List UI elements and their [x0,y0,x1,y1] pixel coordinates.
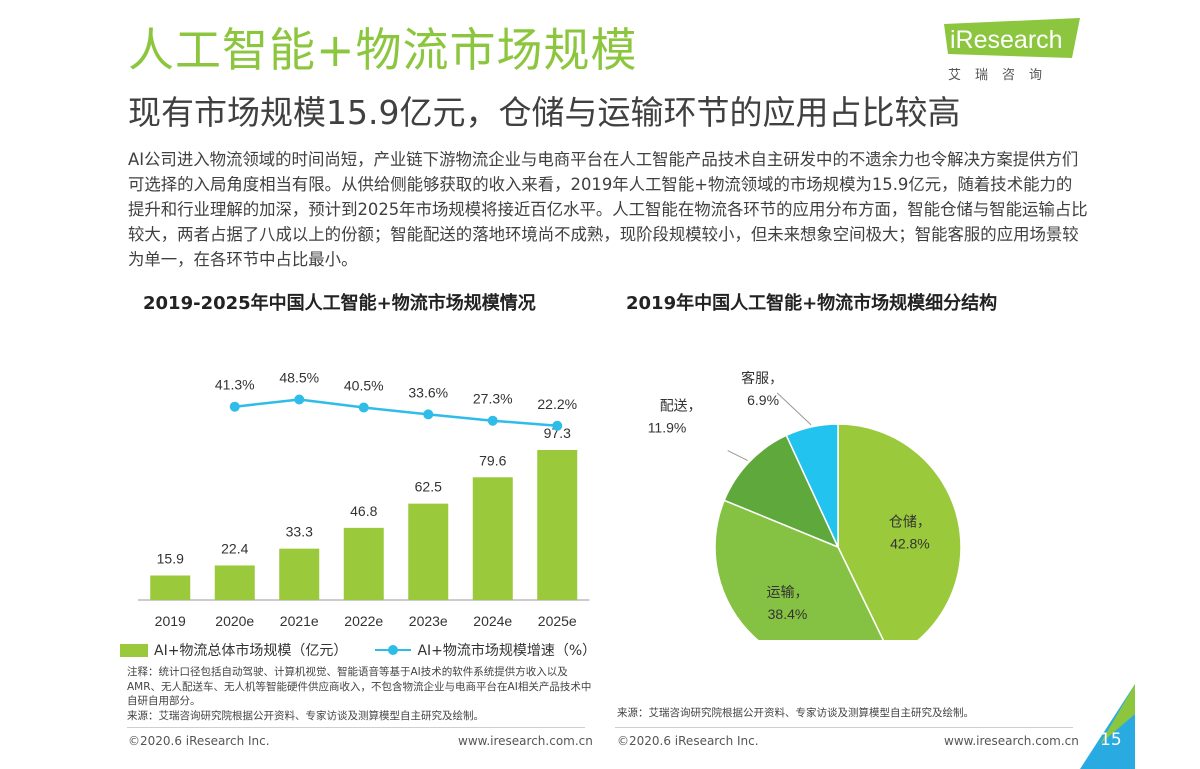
pie-leader-配送 [727,450,748,462]
website-link-right[interactable]: www.iresearch.com.cn [944,734,1079,748]
legend-bar-label: AI+物流总体市场规模（亿元） [154,643,348,659]
market-size-combo-chart: 15.9 2019 22.4 2020e 33.3 2021e 46.8 2022e 62.5 2… [138,370,590,629]
bar-2024e [472,477,513,600]
bar-2020e [214,565,255,600]
footer-divider-left [127,727,585,728]
pie-leader-客服 [776,392,812,426]
copyright-left: ©2020.6 iResearch Inc. [128,734,270,748]
pie-label-客服: 客服， [741,370,783,386]
bar-label-2024e: 79.6 [479,452,506,468]
pie-slice-仓储 [837,423,962,640]
logo-subtext: 艾瑞咨询 [948,68,1057,83]
bar-chart-legend: AI+物流总体市场规模（亿元） AI+物流市场规模增速（%） [120,640,596,660]
growth-point-2024e [487,415,498,426]
growth-label-2023e: 33.6% [408,384,448,400]
source-text-left: 来源：艾瑞咨询研究院根据公开资料、专家访谈及测算模型自主研究及绘制。 [127,709,484,722]
growth-rate-line [234,398,558,428]
legend-line-label: AI+物流市场规模增速（%） [417,643,597,659]
x-tick-2024e: 2024e [473,613,512,629]
iresearch-logo: iResearch 艾瑞咨询 [944,14,1080,83]
page-corner-decoration [1080,684,1135,769]
growth-point-2022e [358,402,369,413]
segment-pie-chart: 仓储， 42.8% 运输， 38.4% 配送， 11.9% 客服， 6.9% [648,370,962,640]
copyright-right: ©2020.6 iResearch Inc. [617,734,759,748]
legend-line-dot [388,645,399,655]
pie-chart-title: 2019年中国人工智能+物流市场规模细分结构 [626,293,998,314]
growth-point-2021e [294,394,305,405]
note-text: 注释：统计口径包括自动驾驶、计算机视觉、智能语音等基于AI技术的软件系统提供方收… [127,666,592,707]
x-tick-2022e: 2022e [344,613,383,629]
pie-slice-运输 [714,499,885,640]
website-link-left[interactable]: www.iresearch.com.cn [458,734,593,748]
growth-point-2023e [423,409,434,420]
pie-slice-配送 [723,434,840,549]
growth-point-2020e [229,401,240,412]
bar-label-2025e: 97.3 [544,425,571,441]
page-title: 人工智能+物流市场规模 [128,23,638,77]
bar-2025e [537,450,578,600]
pie-slice-客服 [785,423,839,548]
growth-label-2024e: 27.3% [473,391,513,407]
growth-label-2022e: 40.5% [344,378,384,394]
x-tick-2025e: 2025e [538,613,577,629]
bar-2021e [279,548,320,600]
pie-value-客服: 6.9% [747,392,779,408]
x-tick-2021e: 2021e [280,613,319,629]
growth-label-2021e: 48.5% [279,370,319,386]
bar-label-2020e: 22.4 [221,540,248,556]
pie-label-仓储: 仓储， [889,513,931,529]
pie-label-配送: 配送， [660,398,702,414]
growth-label-2020e: 41.3% [215,377,255,393]
page-subtitle: 现有市场规模15.9亿元，仓储与运输环节的应用占比较高 [128,93,961,132]
x-tick-2019: 2019 [155,613,186,629]
source-text-right: 来源：艾瑞咨询研究院根据公开资料、专家访谈及测算模型自主研究及绘制。 [617,707,974,719]
bar-label-2022e: 46.8 [350,503,377,519]
pie-value-仓储: 42.8% [890,535,930,551]
growth-point-2025e [552,420,563,431]
growth-label-2025e: 22.2% [537,396,577,412]
pie-value-运输: 38.4% [768,606,808,622]
page-number: 15 [1100,730,1122,750]
bar-2023e [408,503,449,600]
legend-line-swatch [375,643,412,657]
bar-chart-title: 2019-2025年中国人工智能+物流市场规模情况 [143,293,536,314]
bar-2022e [343,527,384,600]
pie-value-配送: 11.9% [648,420,687,436]
bar-2019 [150,575,191,600]
pie-label-运输: 运输， [766,584,808,600]
intro-paragraph: AI公司进入物流领域的时间尚短，产业链下游物流企业与电商平台在人工智能产品技术自… [128,150,1088,269]
legend-bar-swatch [120,643,148,657]
logo-banner-shape [944,18,1080,58]
chart-notes: 注释：统计口径包括自动驾驶、计算机视觉、智能语音等基于AI技术的软件系统提供方收… [127,665,597,723]
x-tick-2023e: 2023e [409,613,448,629]
footer-divider-right [615,727,1073,728]
bar-label-2023e: 62.5 [415,479,442,495]
logo-text: iResearch [950,26,1063,54]
x-tick-2020e: 2020e [215,613,254,629]
bar-label-2021e: 33.3 [286,524,313,540]
bar-label-2019: 15.9 [157,550,184,566]
